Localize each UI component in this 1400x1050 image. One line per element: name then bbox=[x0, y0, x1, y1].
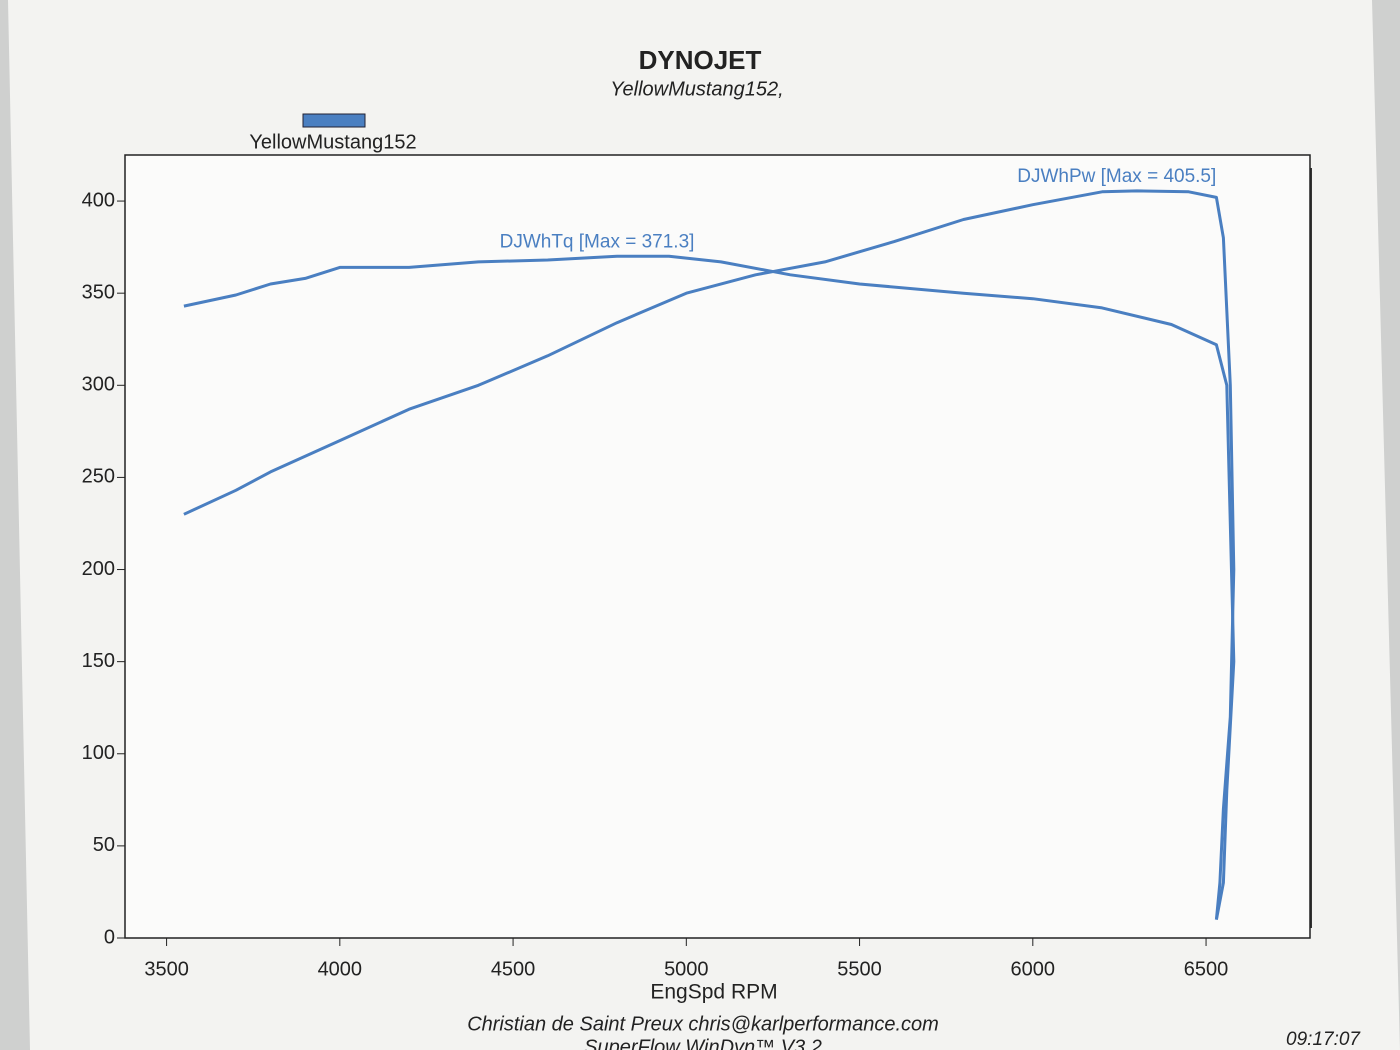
plot-area bbox=[124, 154, 1311, 939]
y-tick-label: 150 bbox=[82, 650, 115, 672]
series-line bbox=[183, 189, 1236, 920]
x-tick-label: 5000 bbox=[664, 958, 709, 980]
y-tick-label: 250 bbox=[82, 466, 115, 488]
x-tick-label: 6000 bbox=[1011, 958, 1056, 980]
x-tick-label: 6500 bbox=[1184, 958, 1229, 980]
y-tick-label: 350 bbox=[82, 281, 115, 303]
y-tick-label: 100 bbox=[82, 742, 115, 764]
chart-title: DYNOJET bbox=[639, 45, 762, 75]
x-tick-label: 4500 bbox=[491, 958, 536, 980]
x-tick-label: 4000 bbox=[318, 958, 363, 980]
y-tick-label: 50 bbox=[93, 834, 115, 856]
x-tick-label: 5500 bbox=[837, 958, 882, 980]
series-annotation: DJWhPw [Max = 405.5] bbox=[1017, 166, 1216, 187]
x-tick-label: 3500 bbox=[144, 958, 189, 980]
legend-label: YellowMustang152 bbox=[249, 131, 416, 153]
legend-swatch bbox=[302, 113, 366, 128]
x-axis-label: EngSpd RPM bbox=[650, 981, 777, 1004]
series-annotation: DJWhTq [Max = 371.3] bbox=[500, 231, 695, 252]
y-tick-label: 300 bbox=[82, 374, 115, 396]
y-tick-label: 400 bbox=[82, 189, 115, 211]
footer-line: SuperFlow WinDyn™ V3.2 bbox=[584, 1036, 822, 1050]
time: 09:17:07 bbox=[1286, 1029, 1361, 1050]
footer-line: Christian de Saint Preux chris@karlperfo… bbox=[467, 1013, 939, 1035]
series-line bbox=[183, 254, 1236, 920]
chart-subtitle: YellowMustang152, bbox=[610, 78, 783, 100]
y-tick-label: 200 bbox=[82, 558, 115, 580]
y-tick-label: 0 bbox=[104, 926, 115, 948]
